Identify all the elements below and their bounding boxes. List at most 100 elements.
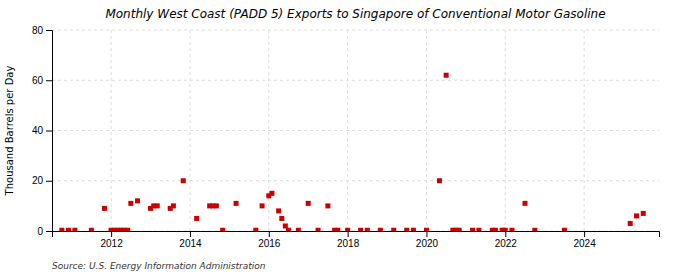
square-point [89, 228, 94, 231]
square-point [562, 228, 567, 231]
square-point [135, 198, 140, 203]
square-point [214, 203, 219, 208]
square-point [194, 216, 199, 221]
tick: 2014 [179, 231, 202, 249]
tick-label: 2022 [495, 238, 518, 249]
square-point [391, 228, 396, 231]
square-point [335, 228, 340, 231]
x-axis: 2012 2014 2016 2018 2020 2022 2024 [53, 231, 660, 249]
chart: 2012 2014 2016 2018 2020 2022 2024 0 20 40 60 80 Mon… [0, 0, 675, 275]
square-point [276, 208, 281, 213]
square-point [269, 191, 274, 196]
square-point [532, 228, 537, 231]
square-point [283, 223, 288, 228]
grid-line-y [52, 180, 659, 181]
axis-line [46, 31, 53, 232]
tick-mark [348, 231, 349, 237]
grid-line-x [584, 30, 585, 231]
tick-mark [46, 80, 52, 81]
grid-line-x [111, 30, 112, 231]
tick-label: 80 [32, 25, 44, 36]
square-point [365, 228, 370, 231]
tick: 2022 [495, 231, 518, 249]
tick-label: 2016 [258, 238, 281, 249]
tick-label: 20 [32, 175, 44, 186]
tick-label: 2020 [416, 238, 439, 249]
square-point [358, 228, 363, 231]
tick: 2020 [416, 231, 439, 249]
square-point [509, 228, 514, 231]
square-point [59, 228, 64, 231]
square-point [279, 216, 284, 221]
tick-label: 40 [32, 125, 44, 136]
grid-line-y [52, 30, 659, 31]
points [59, 73, 645, 231]
title: Monthly West Coast (PADD 5) Exports to S… [105, 7, 605, 21]
tick: 60 [32, 75, 52, 86]
tick: 40 [32, 125, 52, 136]
tick-mark [190, 231, 191, 237]
square-point [66, 228, 71, 231]
square-point [378, 228, 383, 231]
square-point [102, 206, 107, 211]
square-point [181, 178, 186, 183]
grid-line-y [52, 80, 659, 81]
annotation: Source: U.S. Energy Information Administ… [52, 261, 266, 271]
square-point [296, 228, 301, 231]
square-point [493, 228, 498, 231]
square-point [234, 201, 239, 206]
square-point [424, 228, 429, 231]
tick-label: 0 [37, 226, 43, 237]
square-point [316, 228, 321, 231]
grid [52, 30, 659, 231]
square-point [286, 228, 291, 231]
square-point [522, 201, 527, 206]
square-point [220, 228, 225, 231]
square-point [171, 203, 176, 208]
tick-mark [46, 231, 52, 232]
y-axis: 0 20 40 60 80 [32, 25, 53, 237]
tick: 2024 [573, 231, 596, 249]
square-point [306, 201, 311, 206]
tick-label: 2018 [337, 238, 360, 249]
tick: 2016 [258, 231, 281, 249]
tick-mark [269, 231, 270, 237]
square-point [437, 178, 442, 183]
tick-mark [584, 231, 585, 237]
tick-label: 2014 [179, 238, 202, 249]
square-point [72, 228, 77, 231]
square-point [503, 228, 508, 231]
tick: 2018 [337, 231, 360, 249]
axis-line [53, 232, 660, 238]
square-point [260, 203, 265, 208]
tick: 80 [32, 25, 52, 36]
square-point [404, 228, 409, 231]
y-axis-label: Thousand Barrels per Day [4, 66, 15, 197]
square-point [253, 228, 258, 231]
square-point [628, 221, 633, 226]
square-point [155, 203, 160, 208]
plot: 2012 2014 2016 2018 2020 2022 2024 0 20 40 60 80 [32, 25, 660, 249]
tick-mark [46, 181, 52, 182]
square-point [470, 228, 475, 231]
tick-mark [505, 231, 506, 237]
square-point [128, 201, 133, 206]
square-point [457, 228, 462, 231]
square-point [325, 203, 330, 208]
square-point [345, 228, 350, 231]
tick-mark [46, 131, 52, 132]
tick-label: 60 [32, 75, 44, 86]
square-point [125, 228, 130, 231]
tick-label: 2024 [573, 238, 596, 249]
tick-mark [111, 231, 112, 237]
square-point [641, 211, 646, 216]
tick: 0 [37, 226, 52, 237]
square-point [476, 228, 481, 231]
grid-line-y [52, 130, 659, 131]
square-point [634, 213, 639, 218]
tick-mark [426, 231, 427, 237]
tick-label: 2012 [100, 238, 123, 249]
tick: 20 [32, 175, 52, 186]
tick: 2012 [100, 231, 123, 249]
tick-mark [46, 30, 52, 31]
